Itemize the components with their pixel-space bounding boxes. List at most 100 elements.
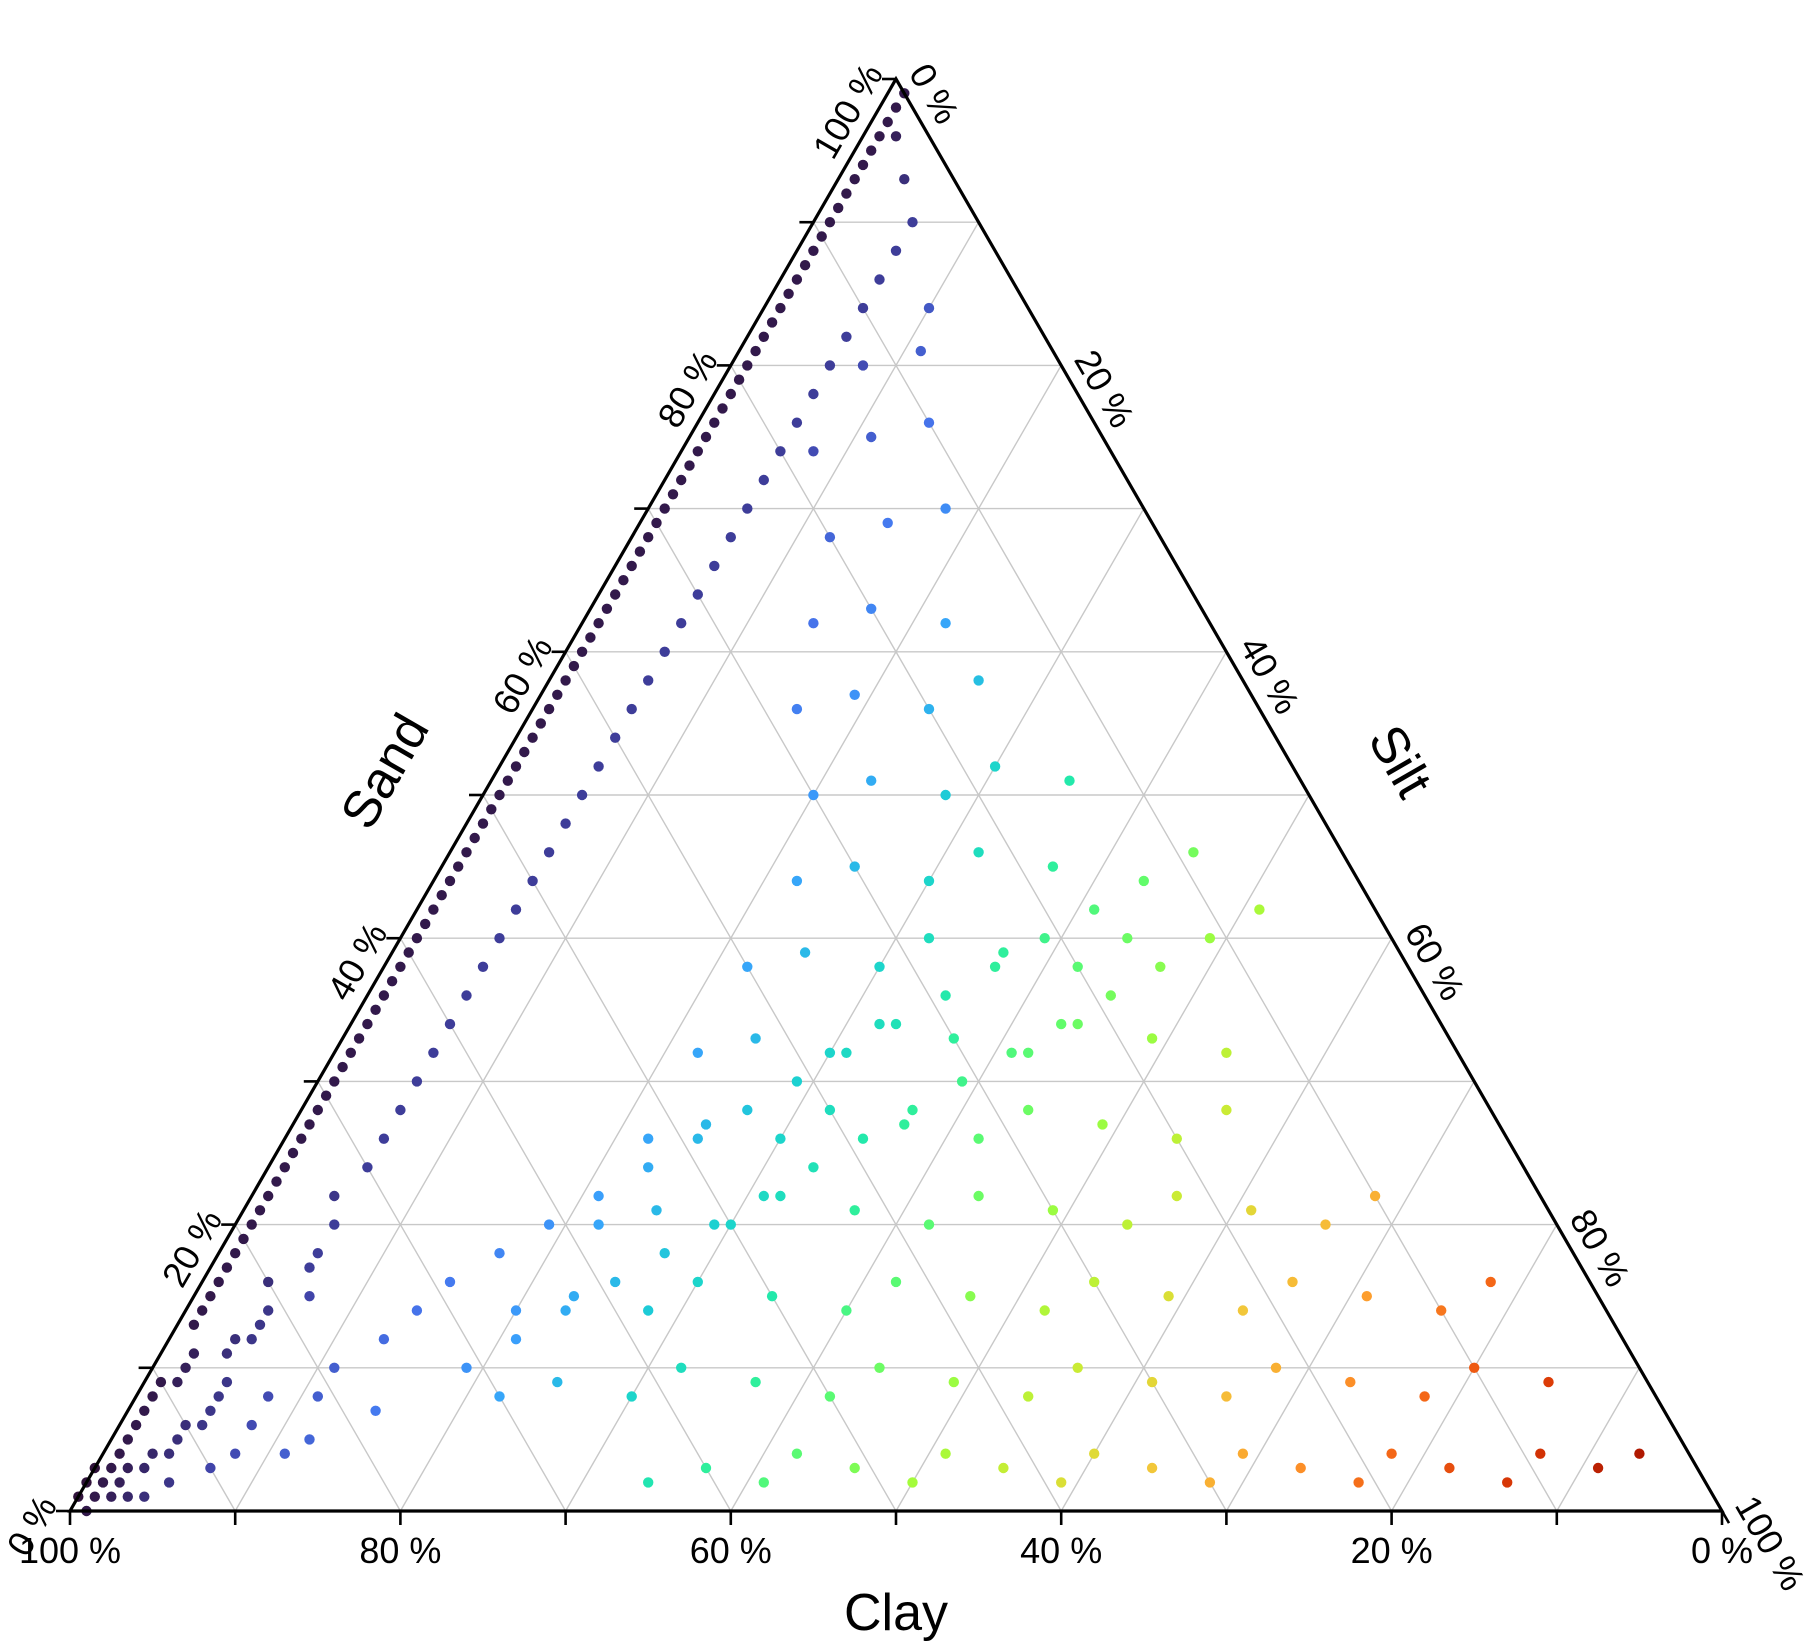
data-point-274 [700,1119,712,1130]
data-point-299 [791,875,803,887]
data-point-258 [1436,1305,1447,1316]
data-point-141 [634,546,646,557]
data-point-175 [775,302,786,314]
data-point-73 [353,1033,365,1044]
data-point-4 [89,1491,101,1502]
grid-line-silt-30 [564,508,1145,1512]
data-point-248 [766,1291,778,1302]
data-point-134 [610,732,621,743]
data-point-48 [254,1205,266,1216]
data-point-82 [395,1104,406,1116]
data-point-63 [312,1104,323,1116]
data-point-228 [552,1376,563,1388]
data-point-139 [626,560,637,572]
data-point-196 [1204,933,1216,944]
data-point-26 [188,1348,200,1359]
data-point-170 [758,474,769,486]
data-point-92 [560,1305,571,1316]
data-point-211 [907,1477,918,1488]
data-point-60 [329,1362,340,1374]
data-point-74 [362,1162,373,1173]
data-point-276 [824,1104,836,1116]
data-point-323 [915,345,926,357]
data-point-226 [1634,1448,1645,1459]
data-point-213 [998,1462,1009,1474]
data-point-186 [824,360,836,371]
data-point-147 [659,503,670,514]
data-point-6 [114,1448,125,1459]
data-point-282 [1221,1104,1232,1116]
data-point-14 [139,1405,150,1417]
data-point-197 [866,145,877,156]
data-point-249 [841,1305,852,1316]
grid-lines [151,221,1641,1512]
data-point-78 [378,1133,390,1144]
data-point-296 [998,947,1009,958]
data-point-72 [411,1305,423,1316]
tick-silt-100 [1720,1510,1731,1524]
data-point-168 [989,961,1001,972]
data-point-12 [130,1419,142,1431]
data-point-171 [758,331,769,342]
grid-line-silt-50 [895,794,1310,1512]
data-point-180 [1105,990,1117,1001]
data-point-233 [874,1362,885,1374]
data-point-216 [1146,1462,1158,1474]
data-point-93 [436,890,447,901]
data-point-22 [172,1376,183,1388]
clay-tick-label-40: 40 % [1020,1530,1102,1571]
data-point-66 [329,1219,340,1230]
data-point-193 [849,174,860,185]
data-point-128 [742,1104,753,1116]
data-point-201 [882,116,893,128]
data-point-286 [874,1018,885,1030]
data-point-219 [1295,1462,1306,1474]
data-point-42 [230,1248,241,1259]
data-point-79 [378,990,390,1001]
data-point-25 [197,1419,208,1431]
data-point-285 [824,1047,836,1059]
data-point-291 [1221,1047,1232,1059]
data-point-103 [477,818,489,829]
data-point-208 [758,1477,769,1488]
data-point-257 [1361,1291,1373,1302]
data-point-265 [923,1219,935,1230]
data-point-131 [593,618,604,629]
data-point-166 [742,503,753,514]
data-point-70 [329,1190,340,1202]
data-point-153 [684,460,695,471]
data-point-236 [1072,1362,1083,1374]
data-point-229 [626,1391,637,1402]
data-point-295 [923,933,935,944]
data-point-207 [700,1462,712,1474]
data-point-240 [1345,1376,1356,1388]
data-point-165 [733,374,745,385]
data-point-64 [370,1405,381,1417]
data-point-106 [494,933,505,944]
data-point-9 [97,1477,109,1488]
data-point-191 [841,188,852,199]
data-point-31 [197,1305,208,1316]
data-point-118 [543,847,555,858]
data-point-260 [593,1219,604,1230]
clay-tick-label-0: 0 % [1691,1530,1753,1571]
grid-line-silt-10 [234,221,980,1512]
data-point-234 [948,1376,959,1388]
data-point-253 [1089,1276,1100,1288]
data-point-232 [824,1391,836,1402]
data-point-161 [717,403,728,414]
data-point-126 [576,789,588,801]
data-point-130 [593,761,604,772]
clay-axis-title: Clay [844,1584,948,1642]
data-point-98 [461,990,472,1001]
data-point-5 [106,1491,117,1502]
data-point-210 [849,1462,860,1474]
data-point-95 [444,875,456,887]
data-point-99 [461,847,472,858]
tick-silt-70 [1473,1080,1483,1095]
data-point-255 [1237,1305,1249,1316]
data-point-312 [973,675,984,686]
data-point-111 [510,761,522,772]
data-point-306 [940,789,951,801]
axis-ticks [56,77,1731,1525]
